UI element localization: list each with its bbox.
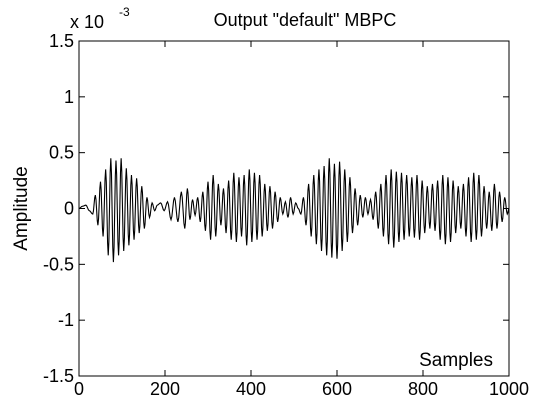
x-tick-label: 1000 [489, 379, 529, 399]
y-axis-label: Amplitude [11, 166, 32, 251]
x-tick-label: 200 [150, 379, 180, 399]
y-tick-label: -1.5 [43, 366, 74, 386]
x-tick-label: 800 [408, 379, 438, 399]
samples-annotation: Samples [419, 350, 493, 371]
y-scale-factor: x 10 [70, 12, 104, 32]
x-tick-label: 600 [322, 379, 352, 399]
y-tick-label: 0 [64, 199, 74, 219]
y-tick-label: 1.5 [49, 31, 74, 51]
x-tick-label: 0 [74, 379, 84, 399]
series-line-output [78, 158, 510, 263]
y-tick-label: 1 [64, 87, 74, 107]
y-tick-label: -1 [58, 310, 74, 330]
chart-title: Output "default" MBPC [214, 10, 397, 30]
y-tick-label: 0.5 [49, 143, 74, 163]
y-scale-exponent: -3 [119, 5, 130, 19]
y-tick-label: -0.5 [43, 254, 74, 274]
axis-ticks: 0 200 400 600 800 1000 -1.5 -1 -0.5 0 0.5 1 1.5 [43, 31, 529, 399]
x-tick-label: 400 [236, 379, 266, 399]
